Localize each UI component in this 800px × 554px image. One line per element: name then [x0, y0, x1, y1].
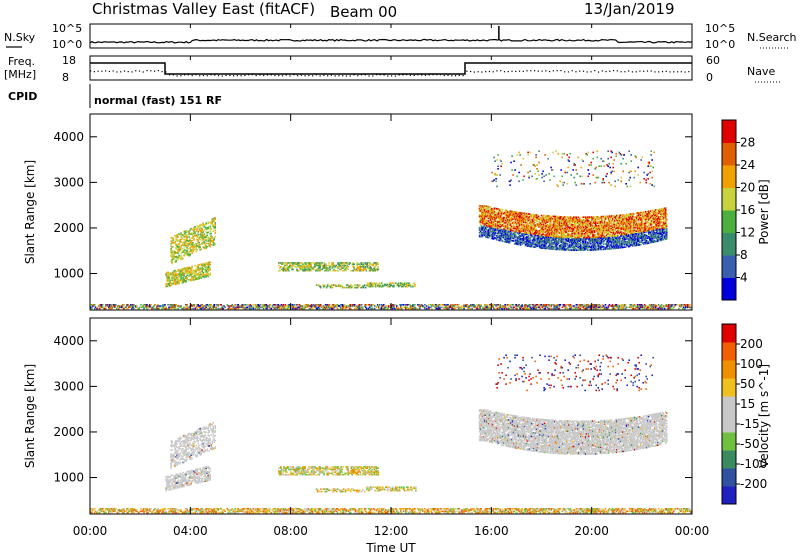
power-colorbar-label: Power [dB]: [757, 179, 771, 244]
nsky-label: N.Sky: [4, 31, 36, 44]
x-axis-label: Time UT: [365, 541, 416, 554]
velocity-colorbar-label: Velocity [m s^-1]: [757, 364, 771, 468]
power-ylabel: Slant Range [km]: [23, 160, 37, 264]
noise-bottom-tick-left: 10^0: [52, 38, 82, 51]
noise-panel: N.Sky 10^5 10^0 10^5 10^0 N.Search: [4, 22, 797, 51]
x-axis: 00:00 04:00 08:00 12:00 16:00 20:00 00:00: [73, 24, 710, 538]
nave-trace: [90, 70, 690, 77]
power-data-cells: [90, 150, 692, 310]
y-tick-label: 2000: [53, 221, 84, 235]
freq-top-tick: 18: [62, 54, 76, 67]
colorbar-tick-label: 50: [740, 377, 755, 391]
colorbar-tick-label: -200: [740, 477, 767, 491]
velocity-panel: 1000 2000 3000 4000 Slant Range [km]: [23, 317, 693, 515]
nave-label: Nave: [747, 65, 775, 78]
noise-top-tick-right: 10^5: [705, 22, 735, 35]
y-tick-label: 4000: [53, 130, 84, 144]
x-tick-label: 04:00: [173, 524, 208, 538]
colorbar-tick-label: 20: [740, 181, 755, 195]
y-tick-label: 1000: [53, 267, 84, 281]
y-tick-label: 2000: [53, 425, 84, 439]
velocity-colorbar: 200 100 50 15 -15 -50 -100 -200: [721, 323, 767, 505]
power-colorbar: 4 8 12 16 20 24 28: [721, 119, 755, 301]
x-tick-label: 20:00: [574, 524, 609, 538]
x-tick-label: 00:00: [73, 524, 108, 538]
colorbar-tick-label: 24: [740, 158, 755, 172]
nave-bottom-tick: 0: [706, 71, 713, 84]
cpid-panel: CPID normal (fast) 151 RF: [8, 84, 222, 108]
power-panel: 1000 2000 3000 4000 Slant Range [km]: [23, 113, 693, 311]
station-title: Christmas Valley East (fitACF): [92, 0, 315, 18]
power-y-ticks: 1000 2000 3000 4000: [53, 130, 692, 281]
y-tick-label: 4000: [53, 334, 84, 348]
colorbar-tick-label: 15: [740, 397, 755, 411]
date-title: 13/Jan/2019: [584, 0, 675, 18]
y-tick-label: 3000: [53, 379, 84, 393]
noise-bottom-tick-right: 10^0: [705, 38, 735, 51]
noise-top-tick-left: 10^5: [52, 22, 82, 35]
freq-bottom-tick: 8: [62, 71, 69, 84]
colorbar-tick-label: 12: [740, 226, 755, 240]
x-tick-label: 08:00: [273, 524, 308, 538]
colorbar-tick-label: -100: [740, 457, 767, 471]
colorbar-tick-label: -50: [740, 437, 760, 451]
x-tick-label: 12:00: [374, 524, 409, 538]
colorbar-tick-label: 8: [740, 248, 748, 262]
colorbar-tick-label: 28: [740, 136, 755, 150]
x-tick-label: 00:00: [675, 524, 710, 538]
y-tick-label: 1000: [53, 471, 84, 485]
velocity-y-ticks: 1000 2000 3000 4000: [53, 334, 692, 485]
freq-label: Freq.: [8, 55, 35, 68]
velocity-ylabel: Slant Range [km]: [23, 364, 37, 468]
colorbar-tick-label: 200: [740, 337, 763, 351]
freq-panel: Freq. [MHz] 18 8 60 0 Nave: [4, 54, 780, 84]
colorbar-tick-label: 100: [740, 357, 763, 371]
cpid-text: normal (fast) 151 RF: [94, 94, 222, 107]
freq-unit-label: [MHz]: [4, 68, 36, 81]
colorbar-tick-label: -15: [740, 417, 760, 431]
y-tick-label: 3000: [53, 175, 84, 189]
colorbar-tick-label: 4: [740, 271, 748, 285]
cpid-label: CPID: [8, 90, 37, 103]
colorbar-tick-label: 16: [740, 203, 755, 217]
beam-title: Beam 00: [330, 3, 397, 21]
noise-trace: [89, 26, 693, 44]
nsearch-label: N.Search: [747, 31, 797, 44]
velocity-data-cells: [90, 354, 692, 514]
x-tick-label: 16:00: [474, 524, 509, 538]
nave-top-tick: 60: [706, 54, 720, 67]
